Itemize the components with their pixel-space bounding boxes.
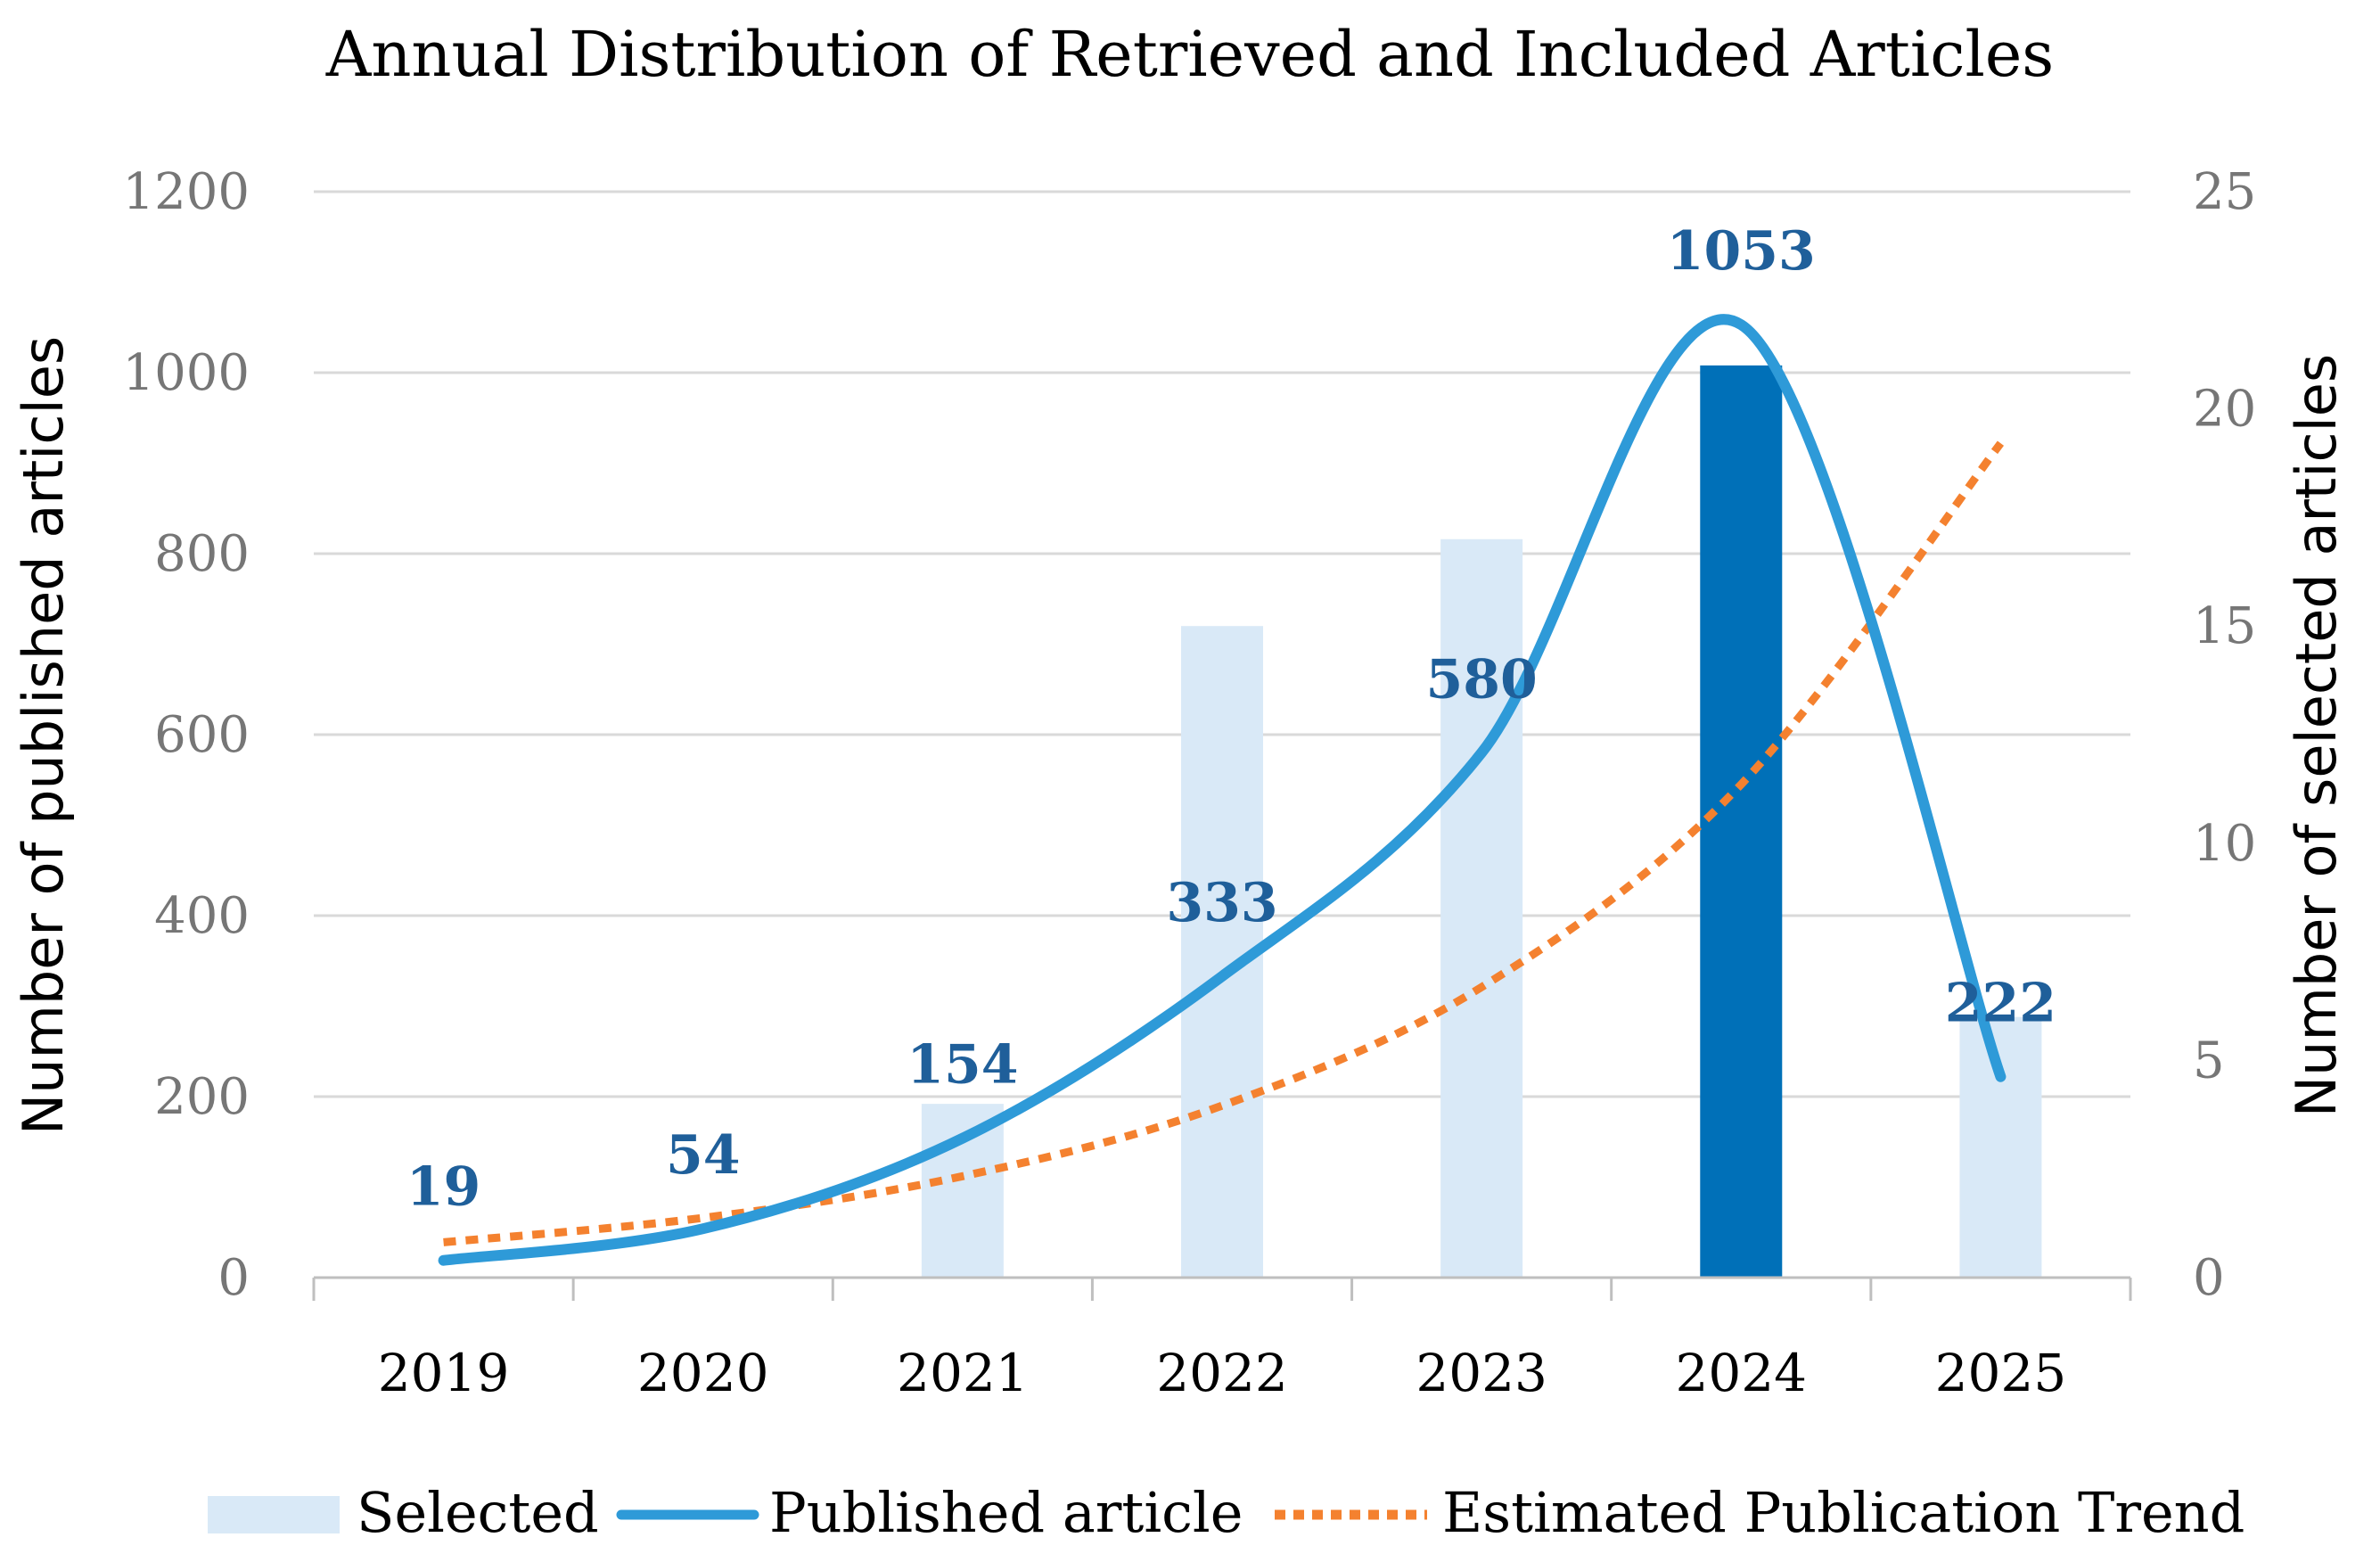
left-tick-label: 800 xyxy=(154,525,250,583)
right-axis-title: Number of selected articles xyxy=(2284,354,2349,1117)
right-tick-label: 10 xyxy=(2193,815,2256,873)
chart-title: Annual Distribution of Retrieved and Inc… xyxy=(325,18,2054,91)
selected-bars xyxy=(921,365,2042,1278)
left-tick-label: 600 xyxy=(154,706,250,764)
left-tick-label: 1200 xyxy=(122,163,250,221)
data-label-2025: 222 xyxy=(1945,973,2056,1035)
x-axis: 2019 2020 2021 2022 2023 2024 2025 xyxy=(312,1276,2132,1403)
x-tick-label-2022: 2022 xyxy=(1156,1343,1288,1403)
bar-selected-2021 xyxy=(921,1104,1004,1278)
x-tick-label-2023: 2023 xyxy=(1416,1343,1547,1403)
x-tick-label-2020: 2020 xyxy=(637,1343,769,1403)
right-tick-label: 5 xyxy=(2193,1032,2225,1089)
left-tick-label: 0 xyxy=(217,1249,250,1307)
legend-label-selected: Selected xyxy=(357,1480,599,1545)
left-axis-title: Number of published articles xyxy=(11,336,76,1135)
data-label-2023: 580 xyxy=(1426,648,1538,711)
bar-selected-2025 xyxy=(1959,1016,2042,1278)
right-tick-label: 0 xyxy=(2193,1249,2225,1307)
data-label-2019: 19 xyxy=(406,1156,481,1219)
data-labels: 19 54 154 333 580 1053 222 xyxy=(406,220,2056,1219)
legend-label-published: Published article xyxy=(769,1480,1243,1545)
x-tick-label-2024: 2024 xyxy=(1675,1343,1807,1403)
legend-label-trend: Estimated Publication Trend xyxy=(1442,1480,2245,1545)
x-tick-label-2019: 2019 xyxy=(378,1343,510,1403)
legend: Selected Published article Estimated Pub… xyxy=(208,1480,2245,1545)
left-tick-label: 400 xyxy=(154,887,250,945)
legend-swatch-selected xyxy=(208,1496,340,1533)
x-tick-label-2025: 2025 xyxy=(1935,1343,2067,1403)
right-tick-label: 15 xyxy=(2193,597,2256,655)
data-label-2021: 154 xyxy=(907,1034,1018,1097)
left-tick-label: 200 xyxy=(154,1068,250,1126)
published-line xyxy=(438,314,2007,1266)
data-label-2022: 333 xyxy=(1166,872,1277,934)
x-tick-label-2021: 2021 xyxy=(897,1343,1029,1403)
series-lines xyxy=(438,314,2007,1266)
data-label-2024: 1053 xyxy=(1667,220,1816,283)
left-axis-ticks: 0 200 400 600 800 1000 1200 xyxy=(122,163,250,1307)
left-tick-label: 1000 xyxy=(122,344,250,402)
right-tick-label: 20 xyxy=(2193,381,2256,439)
bar-selected-2023 xyxy=(1440,538,1523,1278)
data-label-2020: 54 xyxy=(666,1124,741,1187)
right-axis-ticks: 0 5 10 15 20 25 xyxy=(2193,163,2256,1307)
bar-selected-2024 xyxy=(1700,365,1783,1278)
right-tick-label: 25 xyxy=(2193,163,2256,221)
